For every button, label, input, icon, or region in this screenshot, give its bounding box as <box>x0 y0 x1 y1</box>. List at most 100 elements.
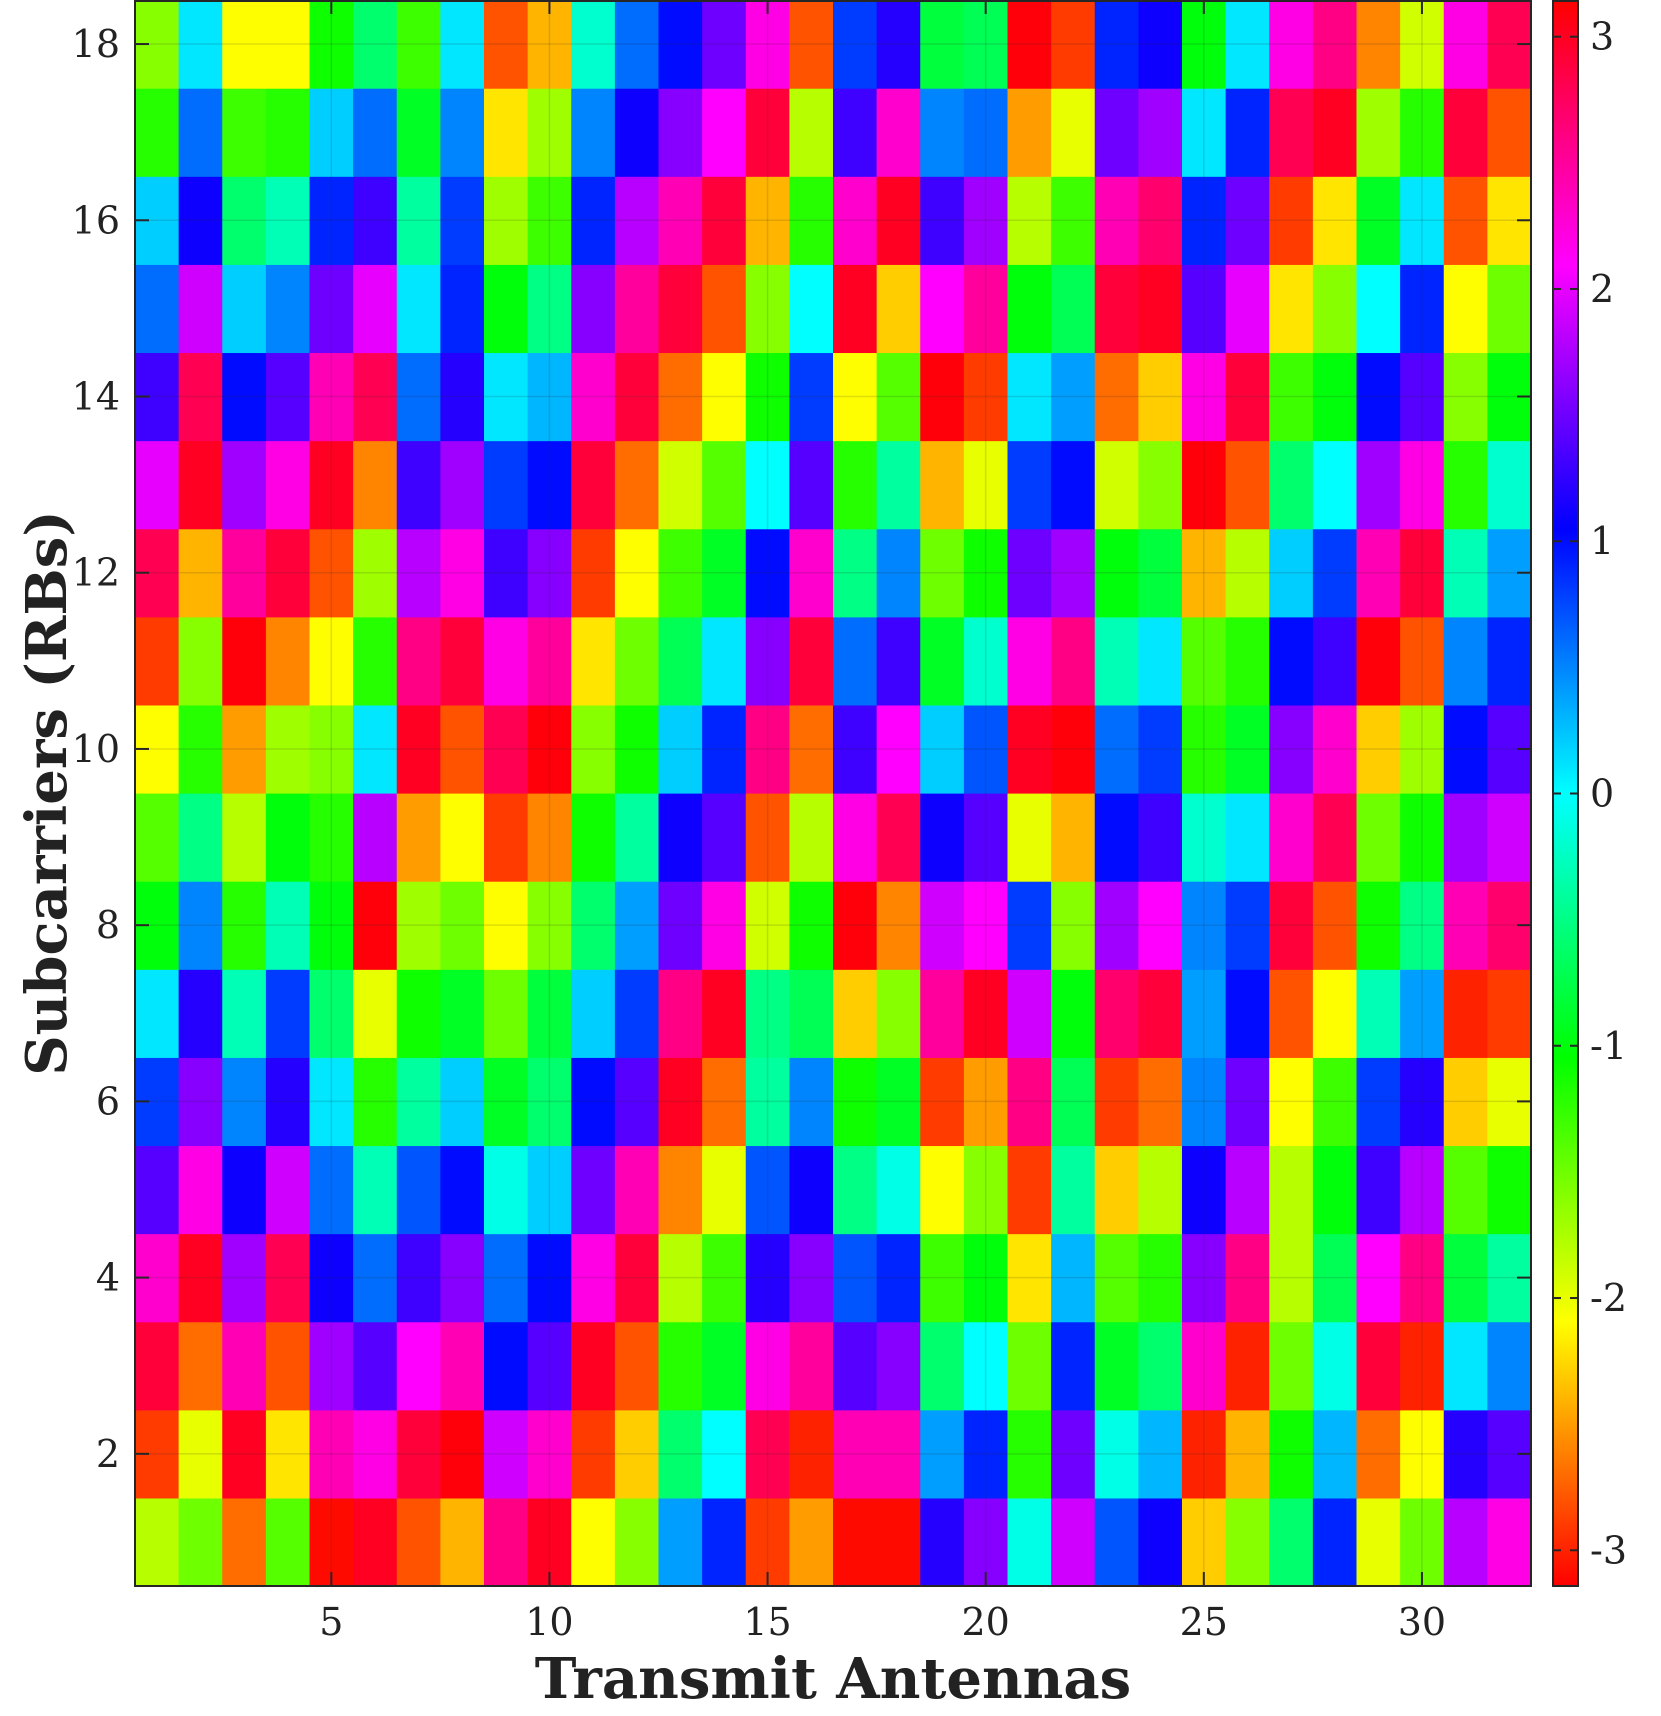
heatmap-cell <box>353 440 398 530</box>
colorbar-tick-label: 0 <box>1590 772 1614 816</box>
heatmap-cell <box>571 616 616 706</box>
heatmap-cell <box>1182 1057 1227 1147</box>
heatmap-cell <box>876 969 921 1058</box>
heatmap-cell <box>396 0 441 89</box>
heatmap-cell <box>745 0 790 89</box>
heatmap-cell <box>1094 1321 1139 1411</box>
heatmap-cell <box>1356 1233 1401 1323</box>
heatmap-cell <box>222 352 267 442</box>
heatmap-cell <box>1269 969 1314 1058</box>
heatmap-cell <box>789 0 834 89</box>
heatmap-cell <box>745 352 790 442</box>
heatmap-cell <box>1225 88 1270 177</box>
heatmap-cell <box>1400 704 1445 794</box>
heatmap-cell <box>920 352 965 442</box>
heatmap-cell <box>745 1233 790 1323</box>
heatmap-cell <box>1094 1145 1139 1235</box>
heatmap-cell <box>396 1497 441 1587</box>
heatmap-cell <box>1443 969 1488 1058</box>
heatmap-cell <box>1182 969 1227 1058</box>
heatmap-cell <box>876 1145 921 1235</box>
colorbar-tick-label: 3 <box>1590 15 1614 59</box>
heatmap-cell <box>658 881 703 970</box>
heatmap-cell <box>396 88 441 177</box>
heatmap-cell <box>614 881 660 970</box>
heatmap-cell <box>396 440 441 530</box>
heatmap-cell <box>1007 440 1052 530</box>
heatmap-cell <box>484 793 529 882</box>
heatmap-cell <box>702 176 747 265</box>
heatmap-cell <box>745 1321 790 1411</box>
heatmap-cell <box>833 528 878 618</box>
heatmap-cell <box>702 1409 747 1499</box>
heatmap-cell <box>178 0 223 89</box>
heatmap-cell <box>745 176 790 265</box>
heatmap-cell <box>571 1145 616 1235</box>
heatmap-cell <box>1182 0 1227 89</box>
heatmap-cell <box>1356 1409 1401 1499</box>
heatmap-cell <box>440 352 485 442</box>
heatmap-cell <box>571 1497 616 1587</box>
heatmap-cell <box>571 881 616 970</box>
heatmap-cell <box>658 616 703 706</box>
heatmap-cell <box>396 528 441 618</box>
heatmap-cell <box>135 1497 180 1587</box>
heatmap-cell <box>396 793 441 882</box>
heatmap-cell <box>527 264 572 354</box>
heatmap-cell <box>1182 528 1227 618</box>
heatmap-cell <box>309 1497 354 1587</box>
heatmap-cell <box>484 1233 529 1323</box>
heatmap-cell <box>353 176 398 265</box>
heatmap-cell <box>222 88 267 177</box>
heatmap-cell <box>789 1145 834 1235</box>
heatmap-cell <box>527 1497 572 1587</box>
heatmap-cell <box>1182 352 1227 442</box>
heatmap-cell <box>353 969 398 1058</box>
heatmap-cell <box>1094 969 1139 1058</box>
heatmap-cell <box>178 176 223 265</box>
y-axis-label: Subcarriers (RBs) <box>14 510 80 1076</box>
heatmap-cell <box>1443 352 1488 442</box>
heatmap-cell <box>702 793 747 882</box>
heatmap-cell <box>1051 1321 1096 1411</box>
heatmap-cell <box>833 1233 878 1323</box>
heatmap-cell <box>1312 1497 1358 1587</box>
heatmap-cell <box>658 352 703 442</box>
heatmap-cell <box>1007 1057 1052 1147</box>
heatmap-cell <box>789 704 834 794</box>
heatmap-cell <box>222 1409 267 1499</box>
heatmap-cell <box>440 528 485 618</box>
colorbar: -3 -2 -1 0 1 2 3 <box>1552 0 1627 1587</box>
heatmap-cell <box>920 264 965 354</box>
heatmap-cell <box>1356 969 1401 1058</box>
heatmap-cell <box>527 88 572 177</box>
heatmap-cell <box>1007 176 1052 265</box>
heatmap-cell <box>745 1497 790 1587</box>
heatmap-cell <box>1269 88 1314 177</box>
heatmap-cell <box>222 440 267 530</box>
heatmap-cell <box>1094 793 1139 882</box>
heatmap-cell <box>1443 0 1488 89</box>
heatmap-cell <box>1443 1497 1488 1587</box>
heatmap-cell <box>1007 704 1052 794</box>
heatmap-cell <box>527 1233 572 1323</box>
heatmap-cell <box>178 1145 223 1235</box>
heatmap-cell <box>178 1321 223 1411</box>
heatmap-cell <box>309 1409 354 1499</box>
heatmap-cell <box>745 793 790 882</box>
colorbar-tick-label: -2 <box>1590 1276 1627 1320</box>
y-tick-label: 18 <box>72 22 120 66</box>
heatmap-cell <box>1312 352 1358 442</box>
heatmap-cell <box>658 264 703 354</box>
heatmap-cell <box>178 1233 223 1323</box>
heatmap-cell <box>1312 264 1358 354</box>
heatmap-cell <box>1094 352 1139 442</box>
heatmap-cell <box>1356 1497 1401 1587</box>
heatmap-cell <box>265 176 311 265</box>
heatmap-cell <box>1094 1057 1139 1147</box>
heatmap-cell <box>265 616 311 706</box>
heatmap-cell <box>1094 1497 1139 1587</box>
heatmap-cell <box>1312 1409 1358 1499</box>
heatmap-cell <box>396 704 441 794</box>
heatmap-cell <box>484 616 529 706</box>
